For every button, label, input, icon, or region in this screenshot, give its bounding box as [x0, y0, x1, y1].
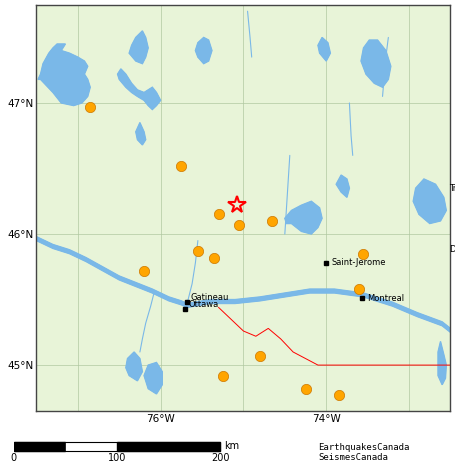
Text: Saint-Jerome: Saint-Jerome	[331, 258, 386, 268]
Point	[335, 391, 342, 399]
Text: Drum: Drum	[449, 245, 455, 254]
Polygon shape	[136, 123, 146, 145]
Text: Gatineau: Gatineau	[191, 293, 229, 302]
Polygon shape	[129, 31, 148, 64]
Text: 200: 200	[211, 453, 230, 463]
Point	[360, 250, 367, 257]
Polygon shape	[187, 289, 450, 333]
Text: km: km	[225, 441, 240, 451]
Point	[236, 221, 243, 228]
Polygon shape	[195, 37, 212, 64]
Point	[86, 103, 94, 111]
Polygon shape	[413, 179, 446, 224]
Polygon shape	[318, 37, 330, 61]
Bar	[14, 442, 221, 451]
Point	[141, 267, 148, 275]
Polygon shape	[126, 352, 142, 381]
Text: 100: 100	[108, 453, 126, 463]
Text: 0: 0	[10, 453, 17, 463]
Polygon shape	[361, 40, 391, 87]
Point	[269, 217, 276, 225]
Text: Ottawa: Ottawa	[189, 300, 219, 309]
Text: Trois-: Trois-	[449, 184, 455, 193]
Point	[302, 385, 309, 392]
Point	[219, 372, 226, 379]
Polygon shape	[117, 69, 161, 110]
Text: EarthquakesCanada
SeismesCanada: EarthquakesCanada SeismesCanada	[318, 443, 410, 462]
Point	[178, 162, 185, 170]
Point	[194, 248, 202, 255]
Point	[256, 352, 263, 360]
Point	[356, 285, 363, 293]
Polygon shape	[36, 237, 187, 307]
Polygon shape	[285, 201, 322, 234]
Bar	[66, 442, 117, 451]
Polygon shape	[144, 362, 162, 394]
Polygon shape	[336, 175, 349, 198]
Polygon shape	[438, 341, 446, 385]
Point	[215, 211, 222, 218]
Bar	[14, 442, 66, 451]
Text: Montreal: Montreal	[367, 294, 404, 303]
Bar	[117, 442, 221, 451]
Point	[211, 254, 218, 262]
Polygon shape	[38, 44, 90, 106]
